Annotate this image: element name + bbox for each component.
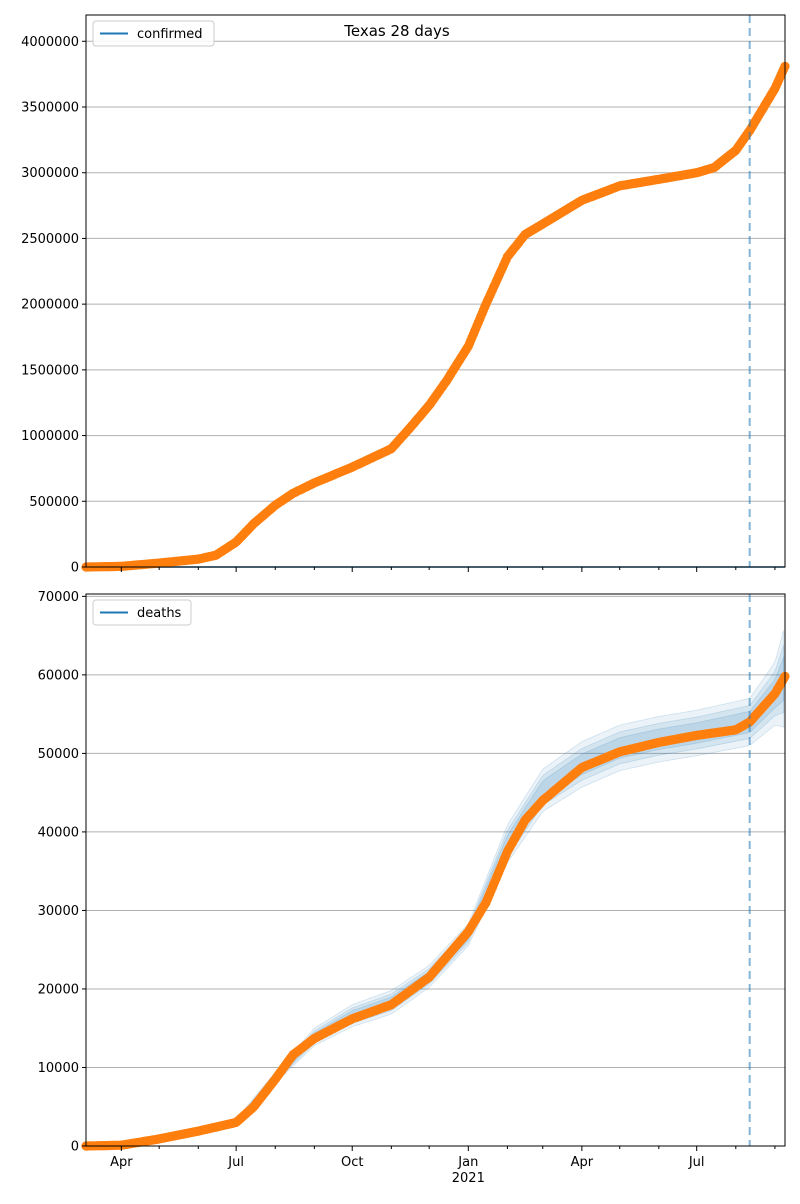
y-tick-label: 500000 — [29, 495, 79, 510]
y-tick-label: 50000 — [38, 747, 79, 762]
legend-frame — [92, 20, 215, 47]
y-tick-label: 70000 — [38, 590, 79, 605]
plot-frame — [85, 593, 786, 1147]
legend-frame — [92, 599, 192, 626]
deaths-panel: 0 10000 20000 30000 40000 50000 60000 70000 dea… — [38, 590, 790, 1155]
x-tick-label: Apr — [110, 1155, 133, 1170]
legend-label-deaths: deaths — [137, 606, 182, 621]
x-tick-label: Jul — [688, 1155, 705, 1170]
deaths-gridlines — [86, 595, 785, 1147]
deaths-series — [81, 594, 790, 1151]
y-tick-label: 3500000 — [21, 101, 79, 116]
y-tick-label: 3000000 — [21, 166, 79, 181]
confirmed-panel: 0 500000 1000000 1500000 2000000 2500000 30000… — [21, 14, 790, 576]
x-tick-label: Apr — [571, 1155, 594, 1170]
figure-title: Texas 28 days — [343, 22, 450, 40]
y-tick-label: 60000 — [38, 668, 79, 683]
interval-band-layer — [215, 644, 785, 1129]
deaths-axes: 0 10000 20000 30000 40000 50000 60000 70000 — [38, 590, 786, 1155]
y-tick-label: 4000000 — [21, 35, 79, 50]
y-tick-label: 1000000 — [21, 429, 79, 444]
x-tick-label: Jul — [227, 1155, 244, 1170]
confirmed-axes: 0 500000 1000000 1500000 2000000 2500000 30000… — [21, 14, 786, 576]
confirmed-legend: confirmed — [92, 20, 215, 47]
y-tick-label: 2500000 — [21, 232, 79, 247]
interval-band-layer — [215, 629, 785, 1130]
legend-label-confirmed: confirmed — [137, 27, 203, 42]
y-tick-label: 1500000 — [21, 363, 79, 378]
plot-frame — [85, 14, 786, 568]
x-axis: Apr Jul Oct Jan Apr Jul 2021 — [110, 1155, 704, 1186]
confirmed-series — [81, 15, 790, 572]
deaths-legend: deaths — [92, 599, 192, 626]
y-tick-label: 2000000 — [21, 298, 79, 313]
y-tick-label: 10000 — [38, 1061, 79, 1076]
confirmed-gridlines — [86, 40, 785, 568]
y-tick-label: 40000 — [38, 825, 79, 840]
x-tick-label: Oct — [341, 1155, 363, 1170]
y-tick-label: 0 — [71, 1140, 79, 1155]
x-year-label: 2021 — [452, 1171, 485, 1186]
y-tick-label: 30000 — [38, 904, 79, 919]
y-tick-label: 20000 — [38, 982, 79, 997]
y-tick-label: 0 — [71, 561, 79, 576]
x-tick-label: Jan — [457, 1155, 478, 1170]
